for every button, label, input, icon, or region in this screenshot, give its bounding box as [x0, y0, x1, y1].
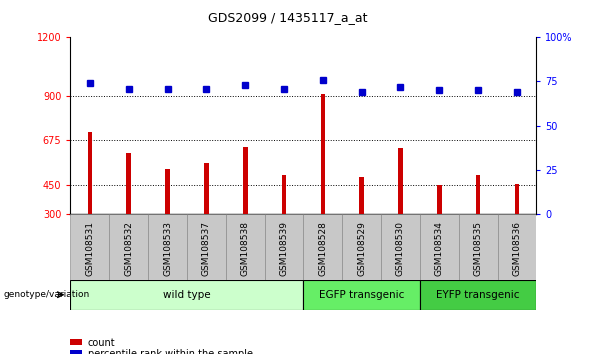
Text: count: count: [88, 338, 115, 348]
Text: GSM108528: GSM108528: [318, 221, 327, 276]
Bar: [126, 153, 131, 273]
Bar: [282, 175, 286, 273]
Bar: [437, 185, 441, 273]
Bar: [498, 214, 536, 280]
Text: GSM108536: GSM108536: [512, 221, 522, 276]
Text: GSM108539: GSM108539: [280, 221, 289, 276]
Text: GSM108531: GSM108531: [85, 221, 94, 276]
Bar: [303, 214, 342, 280]
Text: GSM108538: GSM108538: [241, 221, 249, 276]
Text: wild type: wild type: [163, 290, 211, 300]
Bar: [476, 175, 481, 273]
Text: GSM108529: GSM108529: [357, 221, 366, 276]
Bar: [420, 280, 536, 310]
Text: GSM108533: GSM108533: [163, 221, 172, 276]
Text: GSM108532: GSM108532: [124, 221, 133, 276]
Bar: [187, 214, 226, 280]
Bar: [166, 169, 170, 273]
Text: percentile rank within the sample: percentile rank within the sample: [88, 349, 253, 354]
Bar: [204, 163, 208, 273]
Bar: [226, 214, 265, 280]
Text: GDS2099 / 1435117_a_at: GDS2099 / 1435117_a_at: [208, 11, 368, 24]
Bar: [70, 280, 303, 310]
Bar: [342, 214, 381, 280]
Bar: [321, 94, 325, 273]
Text: GSM108537: GSM108537: [202, 221, 211, 276]
Bar: [515, 184, 519, 273]
Bar: [88, 132, 92, 273]
Bar: [148, 214, 187, 280]
Text: genotype/variation: genotype/variation: [3, 290, 89, 299]
Bar: [420, 214, 459, 280]
Bar: [243, 147, 248, 273]
Text: GSM108534: GSM108534: [435, 221, 444, 276]
Bar: [70, 214, 109, 280]
Bar: [303, 280, 420, 310]
Text: EGFP transgenic: EGFP transgenic: [319, 290, 405, 300]
Text: GSM108535: GSM108535: [474, 221, 482, 276]
Bar: [381, 214, 420, 280]
Bar: [398, 148, 403, 273]
Bar: [109, 214, 148, 280]
Bar: [359, 177, 364, 273]
Bar: [459, 214, 498, 280]
Text: EYFP transgenic: EYFP transgenic: [436, 290, 520, 300]
Bar: [265, 214, 303, 280]
Text: GSM108530: GSM108530: [396, 221, 405, 276]
